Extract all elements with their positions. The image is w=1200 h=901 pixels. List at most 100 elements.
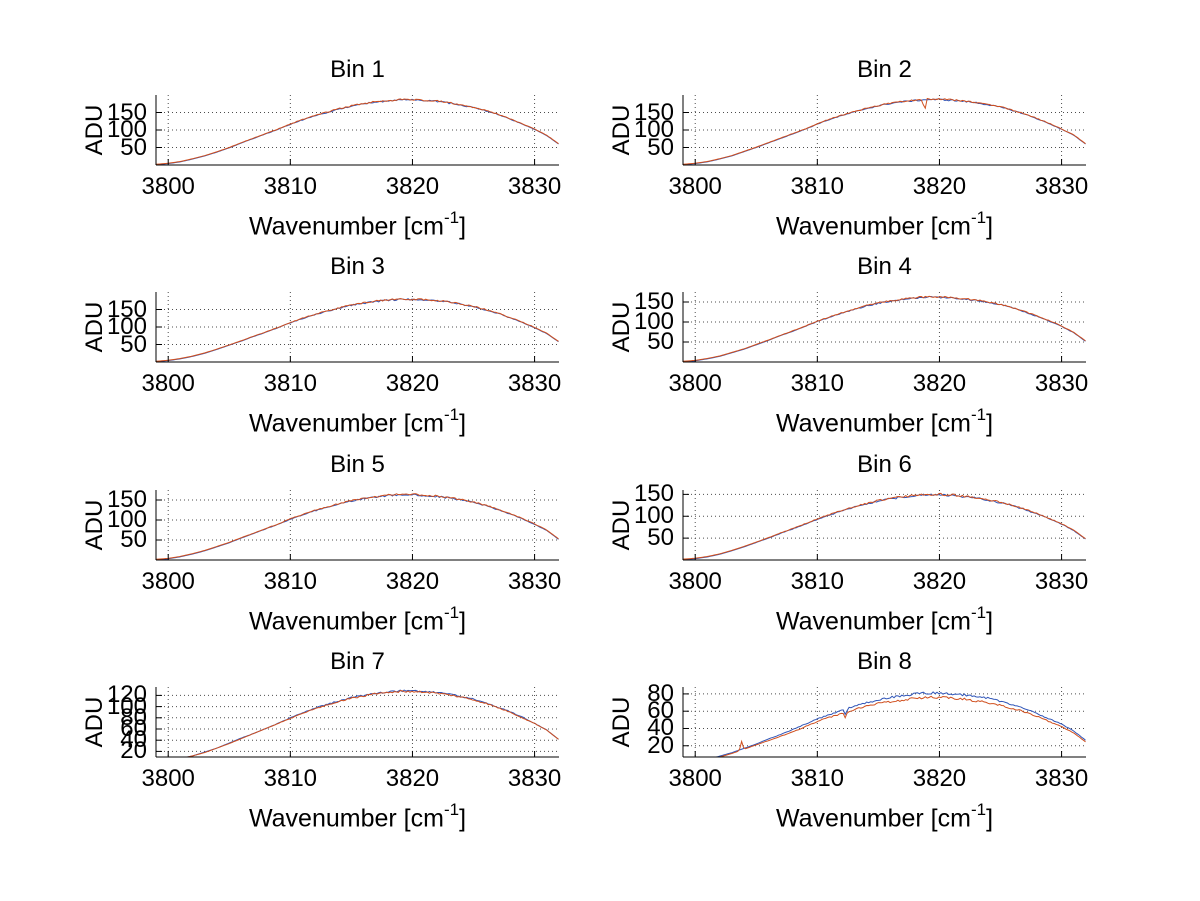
x-tick-label: 3810 [790,173,845,200]
plot-area [682,95,1086,166]
x-tick-label: 3810 [263,370,318,397]
x-tick-label: 3810 [790,568,845,595]
data-line-blue [155,298,559,363]
plot-title: Bin 3 [330,253,385,280]
x-axis-label-exponent: -1 [443,800,460,819]
plot-title: Bin 4 [857,253,912,280]
x-axis-label-bracket: ] [459,409,467,438]
x-axis-label: Wavenumber [cm-1] [198,797,518,833]
x-axis-label-bracket: ] [986,212,994,241]
x-axis-label-exponent: -1 [443,603,460,622]
x-tick-label: 3830 [1034,370,1089,397]
y-tick-label: 100 [633,502,674,530]
x-axis-label: Wavenumber [cm-1] [198,402,518,438]
y-tick-label: 100 [633,116,674,143]
plot-title: Bin 1 [330,56,385,83]
x-axis-label: Wavenumber [cm-1] [725,797,1045,833]
x-tick-label: 3810 [263,173,318,200]
data-line-blue [682,296,1086,363]
plot-area [682,292,1086,363]
plot-area [155,687,559,758]
plot-area [155,490,559,561]
y-tick-label: 50 [647,524,674,552]
data-line-red [682,295,1086,362]
x-tick-label: 3810 [263,568,318,595]
x-axis-label-bracket: ] [459,804,467,833]
x-axis-label: Wavenumber [cm-1] [198,205,518,240]
data-line-red [156,690,559,758]
y-tick-label: 100 [106,116,147,143]
x-axis-label-text: Wavenumber [cm [775,212,971,241]
x-axis-label-exponent: -1 [443,405,460,424]
data-line-blue [682,493,1086,561]
x-tick-label: 3820 [385,568,440,595]
data-line-blue [155,493,559,561]
x-tick-label: 3800 [668,173,722,200]
y-tick-label: 120 [106,681,147,709]
data-line-blue [156,689,559,758]
y-tick-label: 150 [106,486,147,513]
x-tick-label: 3830 [507,765,562,792]
data-line-blue [155,98,559,166]
x-tick-label: 3830 [1034,765,1089,792]
x-axis-label-text: Wavenumber [cm [775,409,971,438]
plot-area [155,95,559,166]
x-axis-label-exponent: -1 [443,208,460,227]
data-line-red [155,493,559,560]
x-tick-label: 3810 [790,765,845,792]
x-tick-label: 3800 [668,370,722,397]
x-axis-label-text: Wavenumber [cm [248,409,444,438]
x-tick-label: 3820 [912,370,967,397]
x-tick-label: 3820 [912,568,967,595]
x-axis-label-text: Wavenumber [cm [248,804,444,833]
x-tick-label: 3820 [385,765,440,792]
x-tick-label: 3800 [668,568,722,595]
x-axis-label: Wavenumber [cm-1] [198,600,518,636]
x-tick-label: 3800 [141,173,195,200]
y-tick-label: 80 [120,703,147,731]
plot-area [682,490,1086,561]
plot-area [682,687,1086,758]
data-line-red [683,695,1086,758]
x-axis-label: Wavenumber [cm-1] [725,205,1045,241]
x-tick-label: 3830 [1034,173,1089,200]
x-tick-label: 3830 [507,568,562,595]
x-axis-label-exponent: -1 [970,405,987,424]
x-axis-label-bracket: ] [986,804,994,833]
x-tick-label: 3830 [507,173,562,200]
x-tick-label: 3830 [507,370,562,397]
y-tick-label: 50 [120,133,147,161]
plot-title: Bin 5 [330,451,385,478]
y-tick-label: 150 [633,98,674,126]
x-axis-label-exponent: -1 [970,800,987,819]
y-tick-label: 50 [647,133,674,161]
data-line-red [682,492,1086,560]
x-axis-label-exponent: -1 [970,208,987,227]
y-tick-label: 60 [647,697,674,725]
y-tick-label: 20 [120,737,147,765]
x-axis-label-bracket: ] [459,607,467,636]
x-tick-label: 3820 [385,173,440,200]
x-axis-label-exponent: -1 [970,603,987,622]
x-tick-label: 3810 [790,370,845,397]
x-axis-label-text: Wavenumber [cm [775,607,971,636]
x-tick-label: 3810 [263,765,318,792]
data-line-red [155,98,559,165]
plot-area [155,292,559,363]
data-line-red [155,298,559,362]
y-tick-label: 60 [120,715,147,742]
y-tick-label: 50 [647,328,674,355]
plot-title: Bin 8 [857,648,912,675]
x-tick-label: 3830 [1034,568,1089,595]
y-tick-label: 50 [120,526,147,553]
y-tick-label: 100 [633,308,674,335]
x-tick-label: 3800 [141,370,195,397]
data-line-red [682,97,1086,165]
y-tick-label: 150 [633,288,674,315]
x-axis-label: Wavenumber [cm-1] [725,402,1045,438]
y-tick-label: 150 [633,480,674,508]
x-axis-label-bracket: ] [986,409,994,438]
x-tick-label: 3800 [141,765,195,792]
data-line-blue [683,691,1086,758]
